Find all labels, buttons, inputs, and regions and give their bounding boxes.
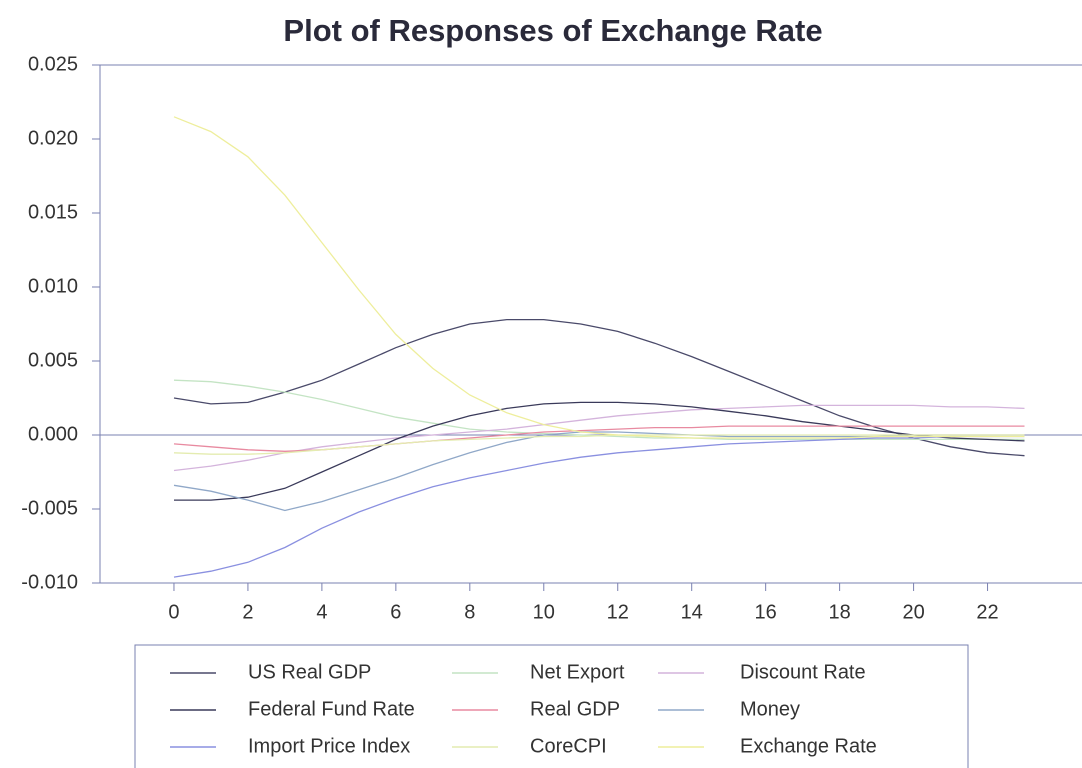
y-tick-label: 0.000 (28, 423, 78, 445)
y-tick-label: 0.010 (28, 275, 78, 297)
series-line (173, 404, 1025, 472)
x-tick-label: 6 (390, 601, 401, 623)
legend-label: Exchange Rate (740, 735, 877, 757)
y-tick-label: 0.015 (28, 201, 78, 223)
legend-label: Discount Rate (740, 661, 866, 683)
series-line (173, 318, 1025, 457)
x-tick-label: 10 (533, 601, 555, 623)
x-tick-label: 8 (464, 601, 475, 623)
x-tick-label: 4 (316, 601, 327, 623)
x-tick-label: 22 (976, 601, 998, 623)
series-line (173, 434, 1025, 455)
legend-label: Net Export (530, 661, 625, 683)
y-tick-label: 0.020 (28, 127, 78, 149)
y-tick-label: -0.005 (21, 497, 78, 519)
series-line (173, 116, 1025, 439)
legend-label: US Real GDP (248, 661, 371, 683)
legend-label: Federal Fund Rate (248, 698, 415, 720)
legend-box (134, 644, 969, 768)
legend-label: Real GDP (530, 698, 620, 720)
y-tick-label: 0.025 (28, 53, 78, 75)
legend-label: CoreCPI (530, 735, 607, 757)
x-tick-label: 20 (902, 601, 924, 623)
x-tick-label: 16 (755, 601, 777, 623)
x-tick-label: 18 (828, 601, 850, 623)
series-line (173, 431, 1025, 512)
y-tick-label: 0.005 (28, 349, 78, 371)
x-tick-label: 12 (607, 601, 629, 623)
x-tick-label: 0 (168, 601, 179, 623)
series-line (173, 435, 1025, 578)
series-line (174, 401, 1025, 501)
y-tick-label: -0.010 (21, 571, 78, 593)
legend-label: Import Price Index (248, 735, 410, 757)
series-line (173, 379, 1025, 441)
chart-title: Plot of Responses of Exchange Rate (283, 13, 822, 48)
series-line (173, 425, 1025, 452)
legend-label: Money (740, 698, 800, 720)
x-tick-label: 2 (242, 601, 253, 623)
x-tick-label: 14 (681, 601, 703, 623)
